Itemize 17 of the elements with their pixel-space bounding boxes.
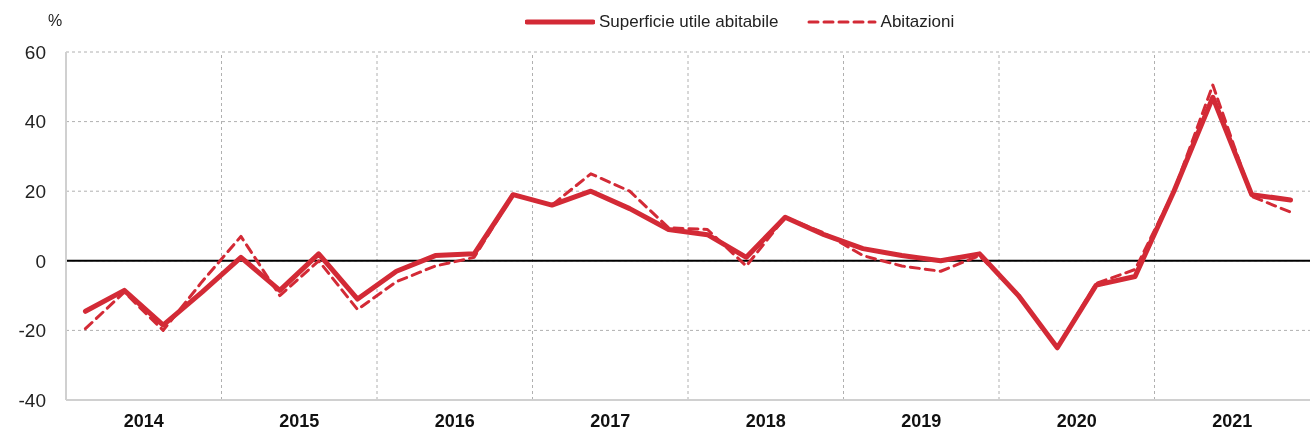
x-tick-label: 2020 [1056, 410, 1097, 431]
y-tick-label: 40 [24, 111, 46, 133]
x-tick-label: 2017 [590, 410, 631, 431]
x-tick-label: 2018 [745, 410, 786, 431]
x-tick-label: 2015 [279, 410, 320, 431]
legend-label: Abitazioni [880, 12, 955, 32]
legend-label: Superficie utile abitabile [599, 12, 779, 32]
x-tick-label: 2014 [123, 410, 164, 431]
y-tick-label: -20 [18, 320, 46, 342]
y-tick-label: -40 [18, 389, 46, 411]
x-tick-label: 2021 [1212, 410, 1253, 431]
y-tick-label: 0 [35, 250, 46, 272]
x-tick-label: 2019 [901, 410, 942, 431]
y-tick-label: 20 [24, 180, 46, 202]
x-tick-label: 2016 [434, 410, 475, 431]
y-axis-title: % [48, 12, 63, 30]
y-tick-label: 60 [24, 41, 46, 63]
